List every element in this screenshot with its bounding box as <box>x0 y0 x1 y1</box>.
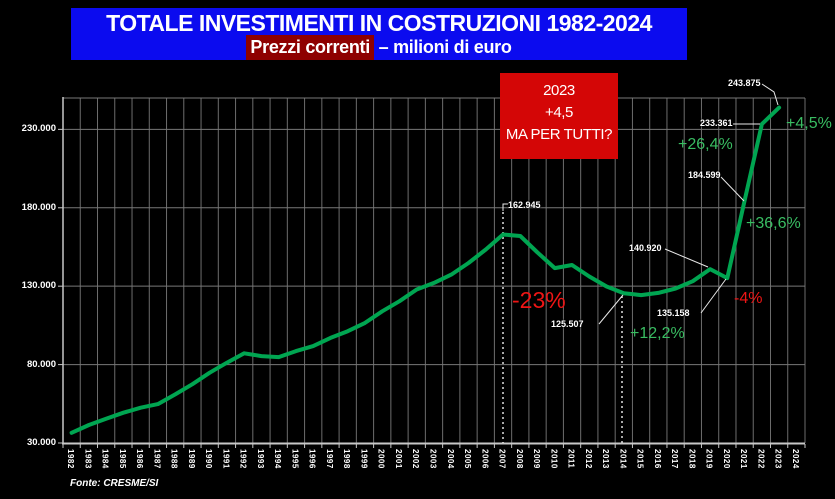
leader-line <box>598 294 624 325</box>
leader-line <box>664 248 709 268</box>
leader-line <box>720 176 745 202</box>
subtitle-rest: – milioni di euro <box>373 37 512 57</box>
callout-line-1: 2023 <box>543 82 575 99</box>
leader-line <box>700 278 727 314</box>
chart-subtitle: Prezzi correnti – milioni di euro <box>71 35 687 60</box>
callout-line-2: +4,5 <box>544 104 573 121</box>
callout-line-3: MA PER TUTTI? <box>505 126 613 143</box>
subtitle-highlight: Prezzi correnti <box>246 35 374 60</box>
chart-title: TOTALE INVESTIMENTI IN COSTRUZIONI 1982-… <box>106 10 652 36</box>
title-banner: TOTALE INVESTIMENTI IN COSTRUZIONI 1982-… <box>71 8 687 60</box>
callout-box: 2023 +4,5 MA PER TUTTI? <box>500 73 618 159</box>
source-note: Fonte: CRESME/SI <box>70 478 159 489</box>
series-line <box>69 105 782 435</box>
leader-line <box>502 203 508 211</box>
leader-line <box>761 83 779 106</box>
